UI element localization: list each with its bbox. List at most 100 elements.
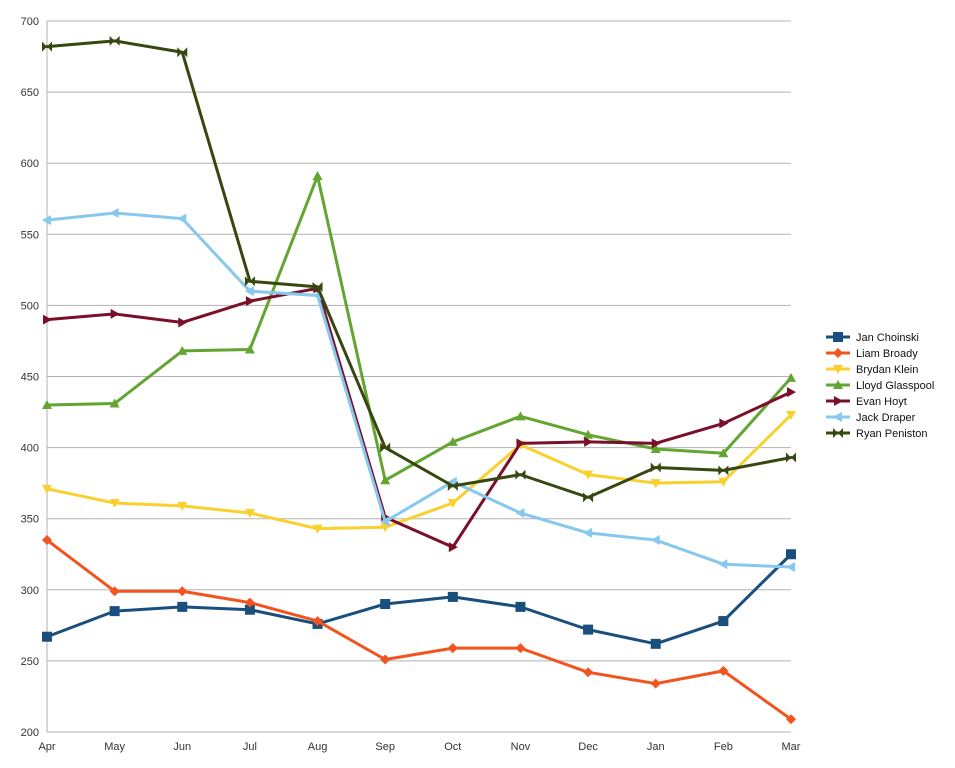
data-point-evan-hoyt-apr (43, 314, 52, 325)
x-tick-label: Sep (375, 741, 395, 753)
data-point-evan-hoyt-dec (584, 436, 594, 447)
data-point-jack-draper-feb (718, 559, 728, 570)
data-point-jan-choinski-nov (515, 601, 526, 612)
data-point-ryan-peniston-feb (718, 465, 729, 476)
data-point-jan-choinski-apr (42, 631, 52, 642)
data-point-lloyd-glasspool-sep (380, 475, 391, 485)
data-point-brydan-klein-apr (42, 484, 52, 494)
data-point-brydan-klein-feb (718, 477, 729, 487)
series-lines (42, 35, 796, 725)
legend-swatch-marker (833, 412, 842, 422)
y-tick-label: 400 (21, 443, 39, 455)
series-line-brydan-klein (45, 413, 793, 531)
legend-swatch-marker (833, 365, 843, 374)
data-point-ryan-peniston-mar (786, 452, 796, 463)
y-tick-label: 700 (21, 16, 39, 28)
x-tick-label: Apr (38, 741, 55, 753)
data-point-jan-choinski-oct (447, 591, 458, 602)
data-point-brydan-klein-dec (583, 470, 594, 480)
data-point-liam-broady-jun (177, 586, 188, 597)
legend-label: Lloyd Glasspool (856, 380, 934, 392)
data-point-ryan-peniston-jun (177, 47, 188, 58)
y-tick-label: 600 (21, 158, 39, 170)
data-point-ryan-peniston-dec (583, 492, 594, 503)
legend-label: Brydan Klein (856, 364, 918, 376)
series-jan-choinski (42, 549, 796, 649)
data-point-jan-choinski-sep (380, 599, 391, 610)
series-line-jack-draper (45, 211, 793, 569)
legend-item-ryan-peniston: Ryan Peniston (826, 428, 928, 440)
data-point-liam-broady-jul (244, 597, 255, 608)
series-ryan-peniston (42, 35, 796, 503)
data-point-ryan-peniston-jan (650, 462, 661, 473)
data-point-ryan-peniston-may (109, 35, 120, 46)
data-point-jack-draper-apr (42, 215, 51, 226)
data-point-liam-broady-oct (447, 643, 458, 654)
data-point-liam-broady-nov (515, 643, 526, 654)
data-point-jack-draper-sep (380, 516, 390, 527)
legend-item-lloyd-glasspool: Lloyd Glasspool (826, 380, 934, 392)
y-tick-label: 300 (21, 585, 39, 597)
legend-item-liam-broady: Liam Broady (826, 348, 918, 360)
x-tick-label: Feb (714, 741, 733, 753)
data-point-brydan-klein-jul (244, 509, 255, 519)
data-point-jan-choinski-jun (177, 601, 188, 612)
data-point-evan-hoyt-may (110, 308, 120, 319)
data-point-lloyd-glasspool-apr (42, 399, 52, 409)
data-point-jan-choinski-dec (583, 624, 594, 635)
x-tick-label: May (104, 741, 125, 753)
legend-item-brydan-klein: Brydan Klein (826, 364, 918, 376)
legend-item-evan-hoyt: Evan Hoyt (826, 396, 907, 408)
data-point-lloyd-glasspool-feb (718, 448, 729, 458)
data-point-liam-broady-sep (380, 654, 391, 665)
y-tick-label: 650 (21, 87, 39, 99)
data-point-lloyd-glasspool-dec (583, 429, 594, 439)
data-point-jan-choinski-mar (786, 549, 796, 560)
y-tick-label: 250 (21, 656, 39, 668)
data-point-jan-choinski-may (109, 606, 120, 617)
data-point-lloyd-glasspool-may (109, 398, 120, 408)
data-point-lloyd-glasspool-aug (312, 170, 323, 180)
data-point-ryan-peniston-oct (447, 480, 458, 491)
legend-item-jack-draper: Jack Draper (826, 412, 916, 424)
legend-swatch-marker (833, 428, 843, 438)
data-point-ryan-peniston-aug (312, 281, 323, 292)
data-point-evan-hoyt-nov (516, 438, 526, 449)
data-point-evan-hoyt-jun (178, 317, 188, 328)
legend: Jan Choinski Liam Broady Brydan Klein Lloyd… (826, 332, 934, 440)
data-point-evan-hoyt-jan (651, 438, 661, 449)
data-point-brydan-klein-jan (650, 479, 661, 489)
data-point-jack-draper-jul (244, 286, 254, 297)
data-point-jan-choinski-jan (650, 638, 661, 649)
data-point-evan-hoyt-feb (719, 418, 729, 429)
y-tick-label: 450 (21, 372, 39, 384)
data-point-brydan-klein-aug (312, 524, 323, 534)
data-point-ryan-peniston-sep (380, 442, 391, 453)
data-point-jack-draper-may (109, 207, 119, 218)
data-point-jack-draper-jun (177, 213, 187, 224)
series-line-liam-broady (45, 538, 793, 721)
data-point-evan-hoyt-oct (448, 542, 458, 553)
legend-swatch-marker (833, 348, 843, 358)
data-point-lloyd-glasspool-jun (177, 345, 188, 355)
series-line-lloyd-glasspool (45, 174, 793, 482)
data-point-lloyd-glasspool-nov (515, 411, 526, 421)
x-tick-label: Oct (444, 741, 461, 753)
series-liam-broady (42, 535, 796, 725)
data-point-lloyd-glasspool-jan (650, 444, 661, 454)
data-point-lloyd-glasspool-oct (447, 436, 458, 446)
legend-label: Jan Choinski (856, 332, 919, 344)
legend-label: Liam Broady (856, 348, 918, 360)
data-point-evan-hoyt-jul (245, 296, 255, 307)
x-tick-label: Jul (243, 741, 257, 753)
legend-item-jan-choinski: Jan Choinski (826, 332, 919, 344)
x-tick-label: Aug (308, 741, 328, 753)
data-point-liam-broady-jan (650, 678, 661, 689)
data-point-evan-hoyt-mar (787, 387, 796, 398)
legend-swatch-marker (834, 396, 843, 406)
legend-label: Jack Draper (856, 412, 916, 424)
legend-swatch-marker (833, 380, 843, 389)
